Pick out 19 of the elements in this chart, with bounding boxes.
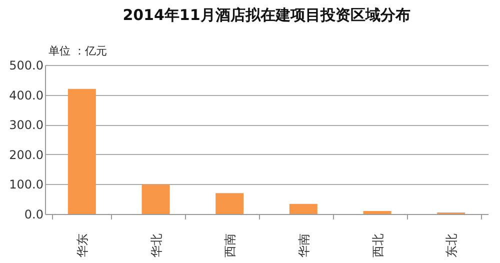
x-tick-label: 华东 xyxy=(75,234,90,258)
bar xyxy=(68,88,96,214)
x-tick-label: 西南 xyxy=(223,234,238,258)
x-tick-label: 华北 xyxy=(149,234,164,258)
y-tick-label: 200.0 xyxy=(9,148,44,162)
x-tick-label: 西北 xyxy=(370,234,385,258)
chart-title: 2014年11月酒店拟在建项目投资区域分布 xyxy=(122,6,410,24)
y-tick-label: 500.0 xyxy=(9,58,44,72)
y-tick-label: 100.0 xyxy=(9,178,44,192)
x-tick-label: 华南 xyxy=(296,234,311,258)
bar xyxy=(142,184,170,214)
y-axis-title: 单位 ：亿元 xyxy=(48,44,107,58)
bar xyxy=(363,211,392,214)
y-tick-label: 300.0 xyxy=(9,118,44,132)
y-tick-label: 400.0 xyxy=(9,88,44,102)
x-tick-label: 东北 xyxy=(444,234,459,258)
bar xyxy=(216,193,244,214)
bar xyxy=(289,204,318,214)
y-tick-label: 0.0 xyxy=(24,208,44,222)
